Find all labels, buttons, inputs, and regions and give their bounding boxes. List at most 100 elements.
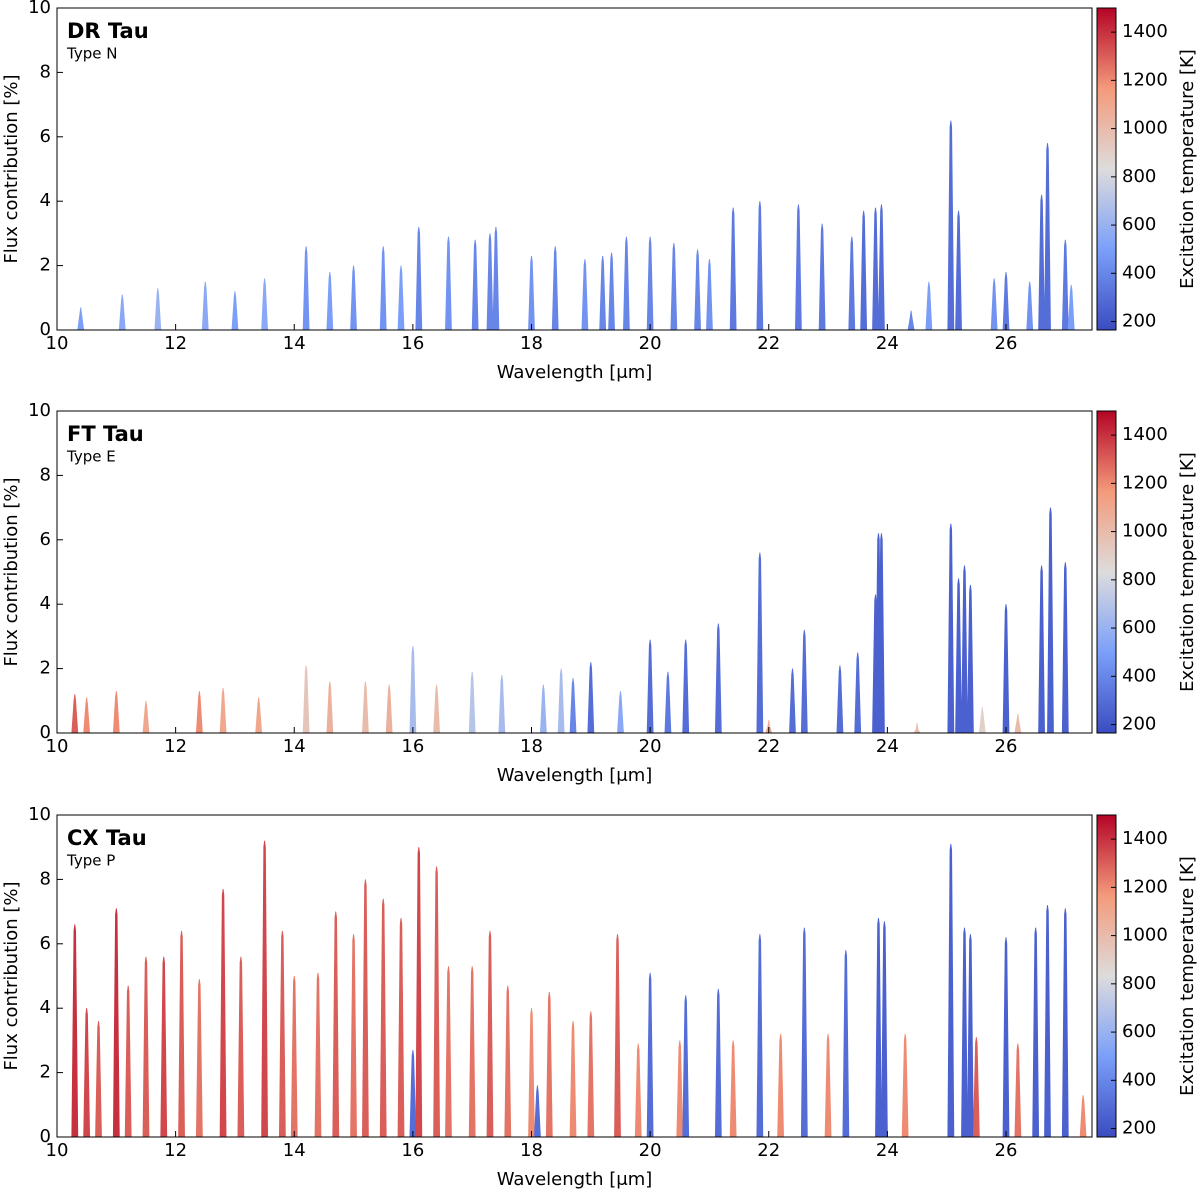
x-tick-label: 18 [520,333,543,354]
spectral-line [947,523,955,734]
spectral-line [486,233,494,331]
colorbar-tick-label: 1400 [1122,21,1168,42]
spectral-line [729,207,737,331]
y-axis-label: Flux contribution [%] [1,477,22,666]
spectral-line [142,700,150,734]
spectral-line [154,288,162,331]
spectral-line [947,843,955,1138]
panel-title: DR Tau [67,19,149,43]
y-tick-label: 6 [40,529,51,550]
x-tick-label: 22 [757,333,780,354]
spectral-line [901,1033,909,1138]
spectral-line [756,934,764,1138]
spectral-line [415,847,423,1138]
spectral-line [397,265,405,331]
spectral-line [471,239,479,331]
spectral-line [551,246,559,331]
x-tick-label: 12 [164,1140,187,1161]
spectral-line [95,1021,102,1138]
spectral-line [1079,1095,1087,1138]
y-tick-label: 6 [40,933,51,954]
x-tick-label: 12 [164,736,187,757]
spectral-line [486,930,494,1138]
spectral-line [160,956,168,1138]
spectral-line [237,956,245,1138]
spectral-line [854,652,862,734]
y-tick-label: 8 [40,61,51,82]
y-tick-label: 10 [28,400,51,421]
spectral-line [385,684,393,734]
spectral-line [545,992,553,1138]
spectral-line [112,691,120,734]
spectral-line [112,908,120,1138]
spectral-line [261,840,268,1138]
spectral-line [231,291,239,331]
spectral-line [326,681,334,734]
spectral-line [1002,271,1010,331]
spectral-line [557,668,565,734]
x-tick-label: 26 [995,1140,1018,1161]
x-tick-label: 20 [639,736,662,757]
spectral-line [379,898,387,1138]
spectral-line [195,979,203,1138]
colorbar [1096,410,1117,734]
spectral-line [714,988,722,1138]
spectral-line [608,252,615,331]
spectral-line [83,697,91,734]
x-tick-label: 10 [46,333,69,354]
spectral-line [587,662,595,734]
colorbar-tick-label: 1000 [1122,925,1168,946]
x-axis-label: Wavelength [μm] [497,1169,653,1190]
y-tick-label: 2 [40,1062,51,1083]
colorbar-tick-label: 800 [1122,166,1156,187]
x-tick-label: 26 [995,333,1018,354]
spectral-line [379,246,387,331]
spectral-line [468,671,476,734]
spectral-line [646,972,654,1138]
spectral-line [972,1037,980,1138]
spectral-line [961,927,968,1138]
spectral-line [682,639,690,734]
spectral-line [124,985,132,1138]
spectral-line [409,1050,417,1138]
spectral-line [756,201,764,331]
spectral-line [955,578,962,734]
spectral-line [219,687,227,734]
spectral-line [925,281,933,331]
x-tick-label: 24 [876,333,899,354]
spectral-line [1014,1043,1022,1138]
y-tick-label: 8 [40,464,51,485]
colorbar-tick-label: 1000 [1122,521,1168,542]
plot-frame [56,410,1093,734]
panel-title: CX Tau [67,826,147,850]
spectral-line [569,678,577,734]
x-tick-label: 18 [520,736,543,757]
spectral-line [77,307,85,331]
spectral-line [302,246,310,331]
spectral-line [990,278,998,331]
panel-subtitle: Type P [66,852,115,870]
spectral-line [646,639,654,734]
spectral-line [881,921,888,1138]
spectral-line [1002,604,1010,734]
spectral-line [362,879,369,1138]
spectral-line [83,1008,91,1138]
plot-frame [56,7,1093,331]
spectral-line [278,930,286,1138]
spectral-line [694,249,701,331]
y-tick-label: 0 [40,722,51,743]
spectral-line [1044,143,1051,331]
panel-subtitle: Type E [66,448,116,466]
spectral-line [433,866,441,1138]
spectral-line [534,1085,541,1138]
y-tick-label: 6 [40,126,51,147]
panel-subtitle: Type N [66,45,117,63]
spectral-line [1061,562,1069,734]
spectral-line [967,584,974,734]
spectral-line [617,691,624,734]
spectral-line [913,723,921,734]
spectral-line [332,911,340,1138]
spectral-line [682,995,690,1138]
